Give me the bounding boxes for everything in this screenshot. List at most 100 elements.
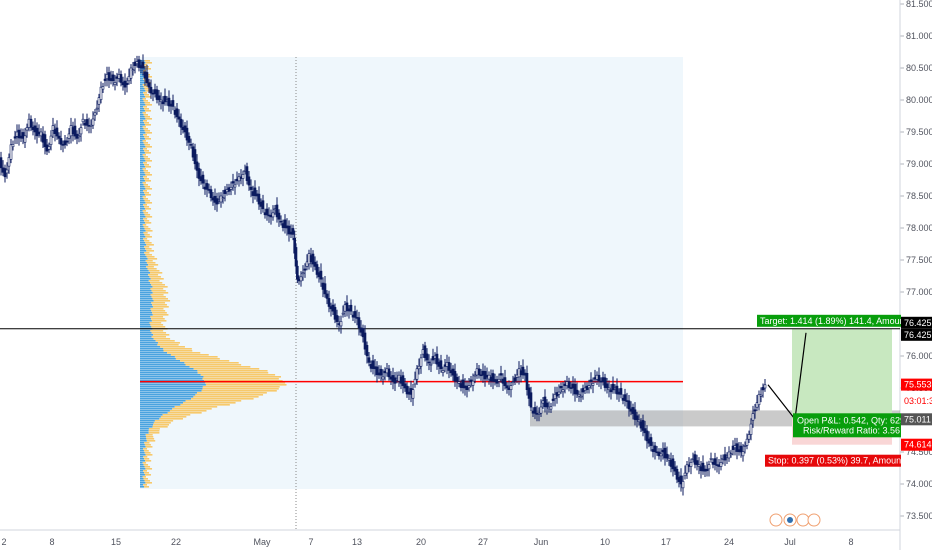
candle-body [85, 119, 89, 126]
volume-bar-down [144, 152, 151, 154]
candle-body [701, 462, 705, 472]
candle-body [447, 362, 451, 371]
volume-bar-up [140, 350, 164, 352]
volume-bar-down [145, 248, 152, 250]
volume-bar-down [145, 460, 152, 462]
volume-bar-down [142, 112, 146, 114]
volume-bar-down [142, 168, 147, 170]
candle-body [387, 368, 391, 378]
volume-bar-up [140, 334, 154, 336]
volume-bar-up [140, 314, 153, 316]
candle-body [209, 189, 213, 199]
volume-bar-up [140, 202, 146, 204]
volume-bar-up [140, 262, 147, 264]
candle-body [29, 118, 33, 128]
volume-bar-down [152, 426, 168, 428]
volume-bar-up [140, 374, 201, 376]
volume-bar-up [140, 446, 146, 448]
volume-bar-down [145, 118, 152, 120]
candle-body [191, 146, 195, 158]
volume-bar-down [144, 220, 150, 222]
candle-body [423, 345, 427, 359]
volume-bar-down [145, 62, 152, 64]
candle-body [653, 445, 657, 453]
volume-bar-down [154, 420, 174, 422]
volume-bar-down [143, 170, 149, 172]
volume-bar-up [140, 206, 145, 208]
candle-body [685, 464, 689, 474]
volume-bar-up [140, 276, 150, 278]
volume-bar-down [144, 88, 150, 90]
volume-bar-up [140, 448, 144, 450]
volume-bar-down [144, 144, 150, 146]
volume-bar-down [145, 216, 153, 218]
candle-body [251, 191, 255, 196]
candle-body [419, 357, 423, 367]
volume-bar-down [191, 398, 254, 400]
volume-bar-down [151, 302, 166, 304]
volume-bar-down [197, 370, 268, 372]
candle-body [91, 118, 95, 126]
candle-body [757, 394, 761, 405]
price-tag [901, 316, 932, 329]
volume-bar-down [145, 146, 152, 148]
candle-body [0, 157, 3, 169]
candle-body [149, 86, 153, 94]
candle-body [205, 183, 209, 190]
stop-label: Stop: 0.397 (0.53%) 39.7, Amount: 7 [768, 456, 914, 466]
volume-bar-down [152, 292, 169, 294]
volume-bar-up [140, 346, 161, 348]
volume-bar-down [153, 334, 170, 336]
volume-bar-up [140, 408, 173, 410]
volume-bar-up [140, 404, 181, 406]
volume-bar-up [140, 266, 147, 268]
candle-body [135, 61, 139, 65]
volume-bar-down [144, 234, 150, 236]
volume-bar-up [140, 466, 145, 468]
volume-bar-down [150, 288, 164, 290]
volume-bar-up [140, 478, 144, 480]
volume-bar-down [152, 286, 168, 288]
y-tick-label: 73.500 [906, 511, 932, 521]
volume-bar-up [140, 284, 152, 286]
candle-body [605, 383, 609, 389]
candle-body [603, 377, 607, 388]
volume-bar-up [140, 76, 146, 78]
volume-bar-down [144, 166, 152, 168]
volume-bar-down [202, 378, 279, 380]
candle-body [207, 189, 211, 191]
volume-bar-up [140, 264, 149, 266]
candle-body [63, 140, 67, 146]
candle-body [455, 377, 459, 382]
volume-bar-up [140, 312, 153, 314]
volume-bar-down [145, 230, 153, 232]
candle-body [253, 187, 257, 197]
volume-bar-up [140, 442, 145, 444]
candle-body [271, 212, 275, 218]
candle-body [51, 125, 55, 131]
volume-bar-up [140, 450, 144, 452]
candle-body [13, 136, 17, 139]
candle-body [491, 373, 495, 382]
event-icons[interactable] [769, 513, 821, 527]
candle-body [615, 385, 619, 395]
volume-bar-down [145, 236, 152, 238]
candle-body [163, 95, 167, 103]
candle-body [3, 168, 7, 178]
candle-body [697, 464, 701, 467]
volume-bar-down [150, 316, 164, 318]
volume-bar-down [151, 284, 165, 286]
candle-body [533, 407, 537, 414]
candle-body [125, 83, 129, 85]
volume-bar-down [202, 386, 280, 388]
volume-bar-up [140, 168, 143, 170]
volume-bar-up [140, 384, 206, 386]
volume-bar-down [142, 224, 147, 226]
volume-bar-up [140, 138, 145, 140]
volume-bar-up [140, 132, 146, 134]
volume-bar-up [140, 424, 154, 426]
candle-body [509, 385, 513, 391]
target-label-group: Target: 1.414 (1.89%) 141.4, Amount: [757, 314, 910, 327]
x-tick-label: 22 [171, 537, 181, 547]
